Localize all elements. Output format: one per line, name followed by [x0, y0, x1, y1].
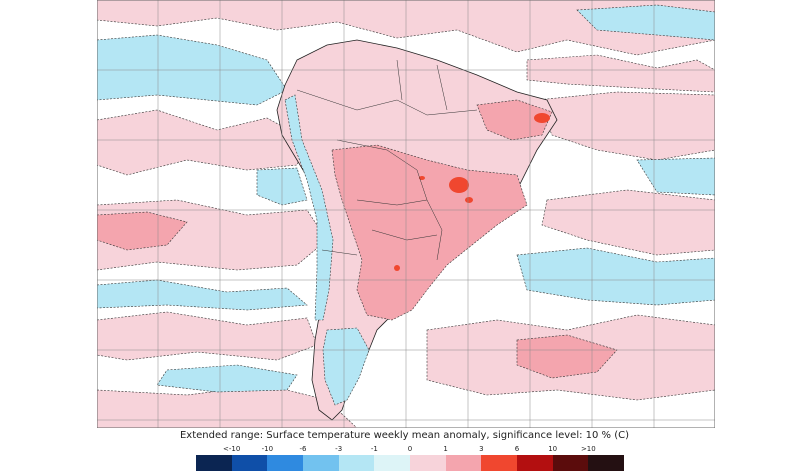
colorbar-tick-label: 3 [479, 445, 484, 453]
map-caption: Extended range: Surface temperature week… [179, 430, 630, 441]
colorbar-tick-label: 10 [548, 445, 558, 453]
colorbar-tick-label: >10 [580, 445, 596, 453]
colorbar-swatch [588, 455, 625, 471]
colorbar-swatch [552, 455, 589, 471]
hot-spots [394, 113, 550, 271]
colorbar-swatch [374, 455, 411, 471]
patagonia-cool-anomaly [322, 327, 370, 406]
graticule [97, 0, 715, 428]
temperature-anomaly-map [97, 0, 715, 428]
colorbar-tick-label: -3 [335, 445, 343, 453]
colorbar-swatch [410, 455, 446, 471]
colorbar-swatch [481, 455, 518, 471]
colorbar-swatch [196, 455, 232, 471]
strong-warm-anomaly [331, 144, 528, 321]
colorbar-labels: <-10 -10 -6 -3 -1 0 1 3 6 10 >10 [196, 445, 624, 455]
colorbar-tick-label: 1 [443, 445, 448, 453]
colorbar-swatch [517, 455, 553, 471]
colorbar-tick-label: 0 [407, 445, 413, 453]
warm-anomaly-northeast [476, 99, 553, 141]
colorbar-tick-label: -6 [299, 445, 307, 453]
colorbar-swatch [445, 455, 482, 471]
warm-anomaly-atlantic-south [97, 211, 188, 251]
colorbar-tick-label: -1 [370, 445, 378, 453]
colorbar [196, 455, 625, 471]
colorbar-swatch [231, 455, 268, 471]
colorbar-swatch [267, 455, 304, 471]
colorbar-tick-label: -10 [261, 445, 274, 453]
colorbar-tick-label: <-10 [223, 445, 241, 453]
colorbar-swatch [338, 455, 375, 471]
colorbar-swatch [303, 455, 339, 471]
colorbar-tick-label: 6 [514, 445, 520, 453]
